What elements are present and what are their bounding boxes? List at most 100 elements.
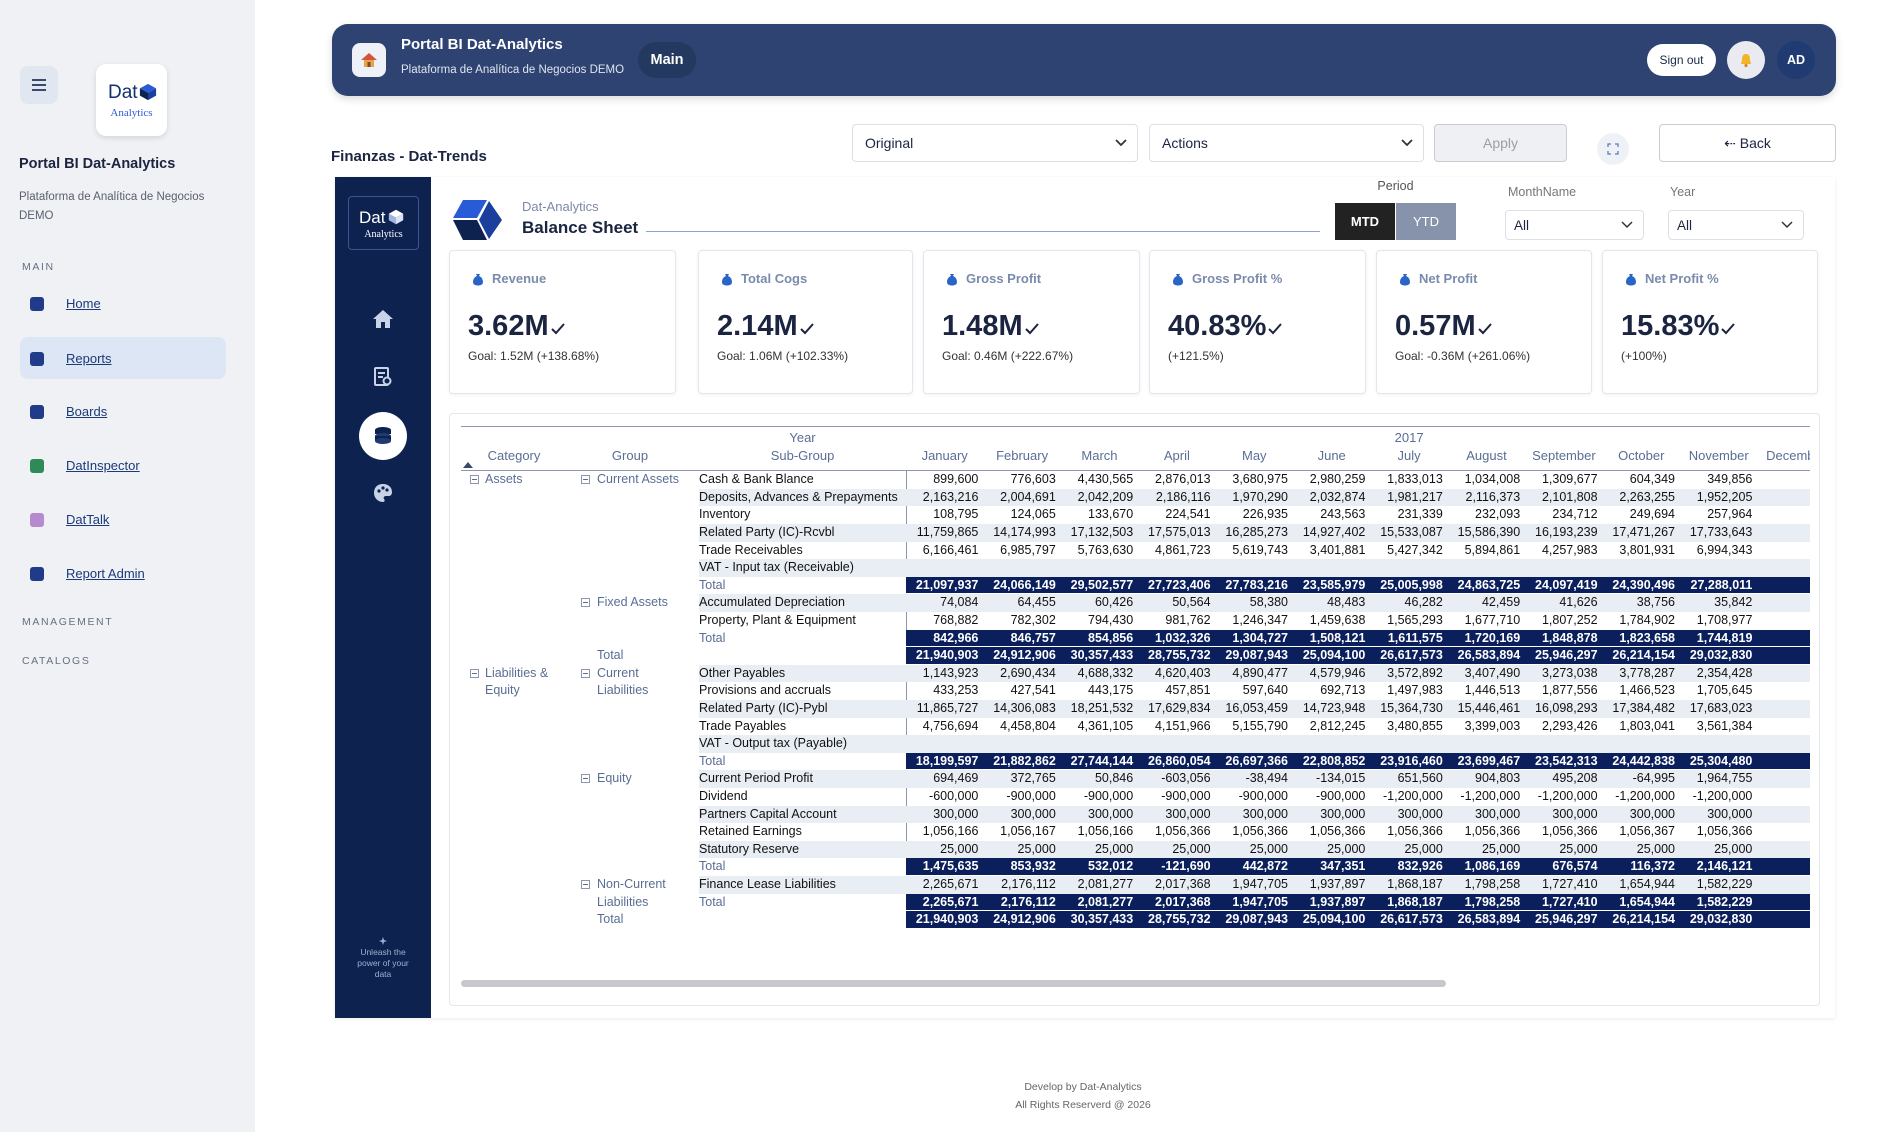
nav-icon (30, 297, 44, 311)
value-cell: 854,856 (1088, 630, 1134, 645)
month-header: December (1766, 448, 1810, 463)
kpi-card: Net Profit % 15.83% (+100%) (1602, 250, 1818, 394)
nav-link[interactable]: Home (66, 296, 101, 311)
value-cell: 2,690,434 (1000, 665, 1056, 680)
user-avatar[interactable]: AD (1777, 41, 1815, 79)
report-nav-active[interactable] (359, 412, 407, 460)
nav-link[interactable]: DatInspector (66, 458, 140, 473)
value-cell: 1,565,293 (1387, 613, 1443, 627)
expand-toggle[interactable] (581, 774, 590, 784)
value-cell: 4,861,723 (1154, 542, 1211, 557)
value-cell: 257,964 (1707, 507, 1753, 522)
value-cell: 1,497,983 (1387, 683, 1443, 698)
report-nav-reports[interactable] (372, 366, 394, 388)
value-cell: 692,713 (1320, 683, 1366, 698)
value-cell: 35,842 (1714, 595, 1753, 610)
subgroup-label: Current Period Profit (699, 771, 813, 786)
value-cell: 5,894,861 (1464, 542, 1521, 557)
value-cell: 25,946,297 (1535, 912, 1598, 927)
value-cell: 25,000 (1481, 841, 1521, 856)
value-cell: 300,000 (1397, 806, 1443, 821)
section-label: MANAGEMENT (22, 616, 114, 628)
value-cell: 24,442,838 (1612, 753, 1675, 768)
notifications-button[interactable] (1727, 41, 1765, 79)
value-cell: 6,985,797 (1000, 542, 1056, 557)
period-label: Period (1377, 179, 1414, 193)
value-cell: -64,995 (1632, 771, 1675, 786)
kpi-label: Net Profit (1419, 271, 1478, 286)
nav-link[interactable]: Boards (66, 404, 108, 419)
nav-link[interactable]: DatTalk (66, 512, 110, 527)
value-cell: 3,801,931 (1619, 542, 1675, 557)
menu-toggle[interactable] (20, 66, 58, 104)
value-cell: 3,572,892 (1387, 665, 1443, 680)
value-cell: 1,056,166 (1077, 824, 1134, 839)
expand-toggle[interactable] (470, 475, 479, 485)
actions-select-value: Actions (1162, 135, 1208, 151)
value-cell: 224,541 (1165, 507, 1211, 522)
value-cell: 300,000 (1552, 806, 1598, 821)
report-nav-home[interactable] (371, 308, 395, 330)
main-tab[interactable]: Main (638, 42, 696, 78)
value-cell: 1,056,366 (1387, 824, 1443, 839)
value-cell: 108,795 (933, 507, 979, 522)
report-sidebar: Dat Analytics Unleash the power of your … (335, 177, 431, 1018)
value-cell: 15,533,087 (1380, 525, 1443, 539)
bell-icon (1741, 54, 1751, 68)
year-select[interactable]: All (1668, 210, 1804, 240)
expand-toggle[interactable] (581, 880, 590, 889)
kpi-value-text: 15.83% (1621, 310, 1720, 342)
value-cell: 4,688,332 (1077, 665, 1134, 680)
actions-select[interactable]: Actions (1149, 124, 1424, 162)
total-label: Total (597, 648, 624, 663)
value-cell: 300,000 (1629, 806, 1675, 821)
expand-toggle[interactable] (470, 668, 479, 678)
nav-link[interactable]: Reports (66, 351, 112, 366)
value-cell: 2,293,426 (1541, 718, 1598, 733)
expand-toggle[interactable] (581, 668, 590, 678)
value-cell: -603,056 (1161, 771, 1211, 786)
month-select-value: All (1514, 217, 1530, 233)
value-cell: 17,683,023 (1689, 701, 1753, 715)
value-cell: 1,582,229 (1696, 877, 1753, 891)
value-cell: 249,694 (1629, 507, 1675, 522)
sort-indicator[interactable] (463, 462, 473, 468)
column-header: Group (611, 448, 649, 463)
nav-link[interactable]: Report Admin (66, 566, 145, 581)
value-cell: 24,390,496 (1612, 577, 1675, 592)
total-label: Total (699, 859, 726, 874)
kpi-icon-glyph (1400, 274, 1410, 286)
value-cell: 24,863,725 (1457, 577, 1521, 592)
header-top-rule (461, 426, 1810, 427)
value-cell: 3,561,384 (1696, 718, 1753, 733)
value-cell: 1,475,635 (922, 859, 979, 874)
value-cell: 776,603 (1010, 472, 1056, 487)
horizontal-scrollbar[interactable] (461, 980, 1446, 987)
sign-out-button[interactable]: Sign out (1647, 44, 1716, 76)
expand-toggle[interactable] (581, 598, 590, 608)
back-button[interactable]: ⇠ Back (1659, 124, 1836, 162)
month-select[interactable]: All (1505, 210, 1644, 240)
report-nav-theme[interactable] (372, 482, 394, 504)
value-cell: 2,146,121 (1696, 859, 1753, 874)
kpi-value: 40.83% (1168, 310, 1283, 343)
apply-button[interactable]: Apply (1434, 124, 1567, 162)
period-option-mtd[interactable]: MTD (1335, 203, 1395, 240)
period-option-ytd[interactable]: YTD (1396, 203, 1456, 240)
total-band (906, 576, 1810, 595)
value-cell: 25,000 (1094, 841, 1134, 856)
subgroup-label: Finance Lease Liabilities (699, 877, 836, 891)
value-cell: 1,143,923 (922, 665, 979, 680)
expand-toggle[interactable] (581, 475, 590, 485)
fullscreen-button[interactable] (1597, 133, 1629, 165)
kpi-icon (946, 273, 958, 286)
report-brand: Dat-Analytics (522, 199, 599, 214)
month-header: November (1688, 448, 1749, 463)
value-cell: 29,032,830 (1689, 648, 1753, 663)
view-select[interactable]: Original (852, 124, 1138, 162)
subgroup-label: Dividend (699, 789, 748, 803)
subgroup-label: Inventory (699, 507, 751, 522)
value-cell: -1,200,000 (1615, 789, 1675, 803)
value-cell: 1,032,326 (1154, 630, 1211, 645)
value-cell: 29,087,943 (1225, 648, 1288, 663)
